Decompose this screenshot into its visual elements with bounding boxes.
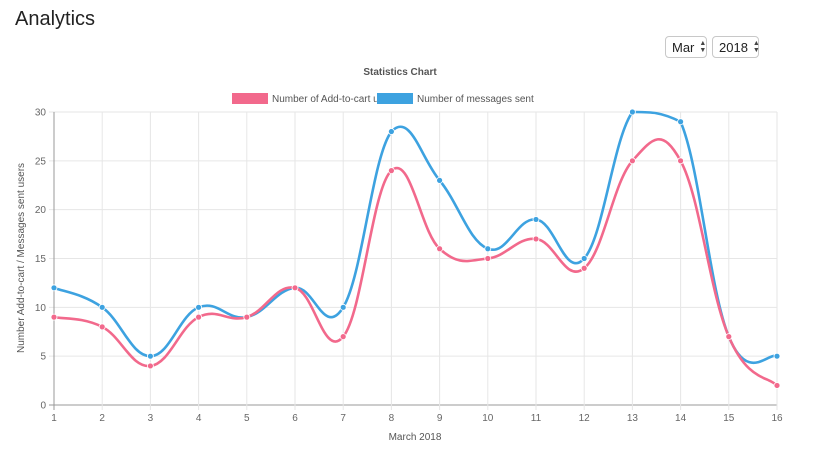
y-tick-label: 20 xyxy=(35,205,47,216)
data-point xyxy=(484,255,492,262)
data-point xyxy=(195,303,203,311)
data-point xyxy=(98,303,106,311)
data-point xyxy=(291,284,299,292)
legend-label: Number of Add-to-cart users xyxy=(272,94,398,105)
year-select[interactable]: 2018 ▲ ▼ xyxy=(712,36,760,58)
data-point xyxy=(677,118,684,126)
x-tick-label: 6 xyxy=(292,413,298,424)
data-point xyxy=(50,313,58,321)
chart-grid xyxy=(49,111,778,410)
month-select-value: Mar xyxy=(672,39,695,55)
month-select[interactable]: Mar ▲ ▼ xyxy=(665,36,707,58)
x-tick-label: 7 xyxy=(340,413,346,424)
legend-label: Number of messages sent xyxy=(417,94,534,105)
data-point xyxy=(436,245,444,253)
chart-title: Statistics Chart xyxy=(363,67,437,78)
data-point xyxy=(339,303,347,311)
x-tick-label: 1 xyxy=(51,413,57,424)
data-point xyxy=(146,362,154,370)
x-tick-label: 5 xyxy=(244,413,250,424)
data-point xyxy=(725,333,733,341)
data-point xyxy=(436,176,444,184)
series-line xyxy=(53,138,778,387)
y-tick-label: 25 xyxy=(35,156,47,167)
x-tick-label: 8 xyxy=(389,413,395,424)
x-tick-label: 4 xyxy=(196,413,202,424)
data-point xyxy=(146,352,154,360)
chart-series xyxy=(50,108,781,389)
select-arrows-icon: ▲ ▼ xyxy=(699,40,707,54)
x-tick-label: 3 xyxy=(148,413,154,424)
page-title: Analytics xyxy=(15,8,96,30)
x-tick-label: 11 xyxy=(531,413,542,424)
x-tick-label: 2 xyxy=(99,413,105,424)
x-tick-label: 13 xyxy=(627,413,639,424)
data-point xyxy=(773,382,781,389)
data-point xyxy=(532,235,540,243)
y-tick-label: 30 xyxy=(35,108,47,119)
year-select-value: 2018 xyxy=(719,39,748,55)
y-tick-label: 15 xyxy=(35,254,47,265)
x-axis-label: March 2018 xyxy=(389,432,442,443)
data-point xyxy=(387,167,395,175)
data-point xyxy=(195,313,203,321)
select-arrows-icon: ▲ ▼ xyxy=(752,40,760,54)
data-point xyxy=(773,352,781,360)
legend-swatch xyxy=(232,93,268,104)
x-tick-label: 14 xyxy=(675,413,687,424)
data-point xyxy=(532,216,540,223)
data-point xyxy=(243,313,251,321)
x-tick-label: 9 xyxy=(437,413,443,424)
x-tick-label: 12 xyxy=(579,413,591,424)
data-point xyxy=(339,333,347,341)
x-tick-label: 15 xyxy=(723,413,735,424)
data-point xyxy=(580,264,588,272)
y-tick-label: 5 xyxy=(40,352,46,363)
data-point xyxy=(629,157,636,165)
data-point xyxy=(580,255,588,262)
data-point xyxy=(50,284,58,292)
y-tick-label: 10 xyxy=(35,303,47,314)
legend-swatch xyxy=(377,93,413,104)
data-point xyxy=(98,323,106,331)
y-tick-label: 0 xyxy=(40,401,46,412)
series-line xyxy=(53,110,778,364)
data-point xyxy=(387,128,395,135)
y-axis-label: Number Add-to-cart / Messages sent users xyxy=(16,163,27,353)
data-point xyxy=(629,108,636,116)
x-tick-label: 16 xyxy=(771,413,783,424)
data-point xyxy=(484,245,492,253)
chart-legend: Number of Add-to-cart users Number of mes… xyxy=(232,93,534,105)
data-point xyxy=(677,157,684,165)
x-tick-label: 10 xyxy=(482,413,494,424)
